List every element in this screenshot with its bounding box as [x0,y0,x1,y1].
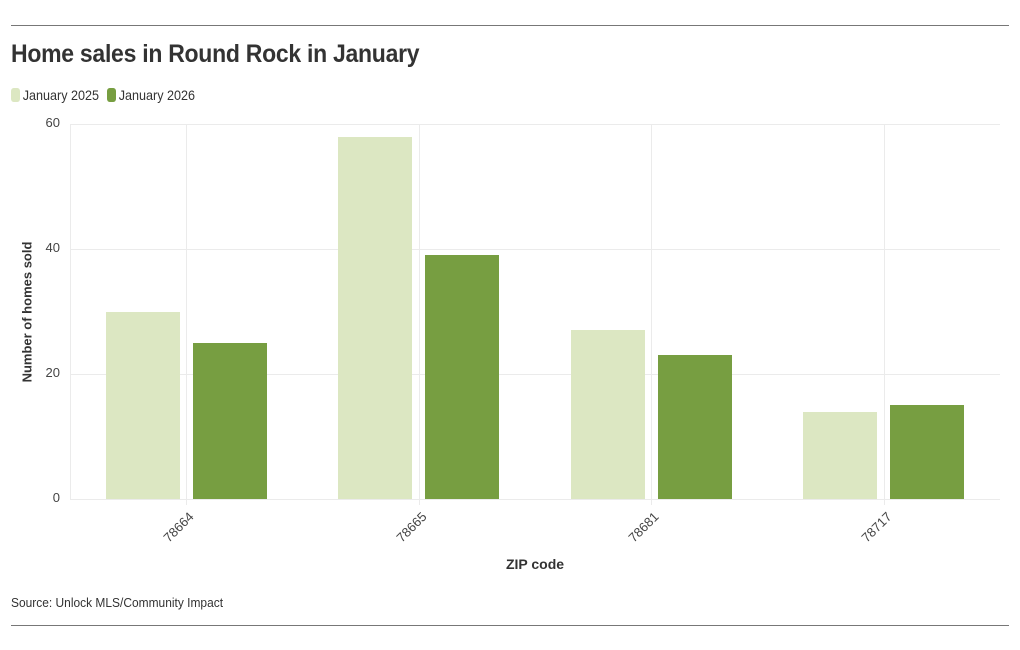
x-tick-label: 78681 [625,509,662,546]
y-tick-label: 60 [45,115,60,130]
bar-78717-january-2026[interactable] [890,405,965,499]
gridline-h [70,249,1000,250]
x-tick-label: 78664 [160,509,197,546]
gridline-v [651,124,653,505]
y-axis-label: Number of homes sold [19,241,35,383]
legend-swatch-jan-2026 [106,88,116,102]
bar-78664-january-2025[interactable] [105,311,180,499]
legend-label: January 2026 [118,87,195,103]
x-tick-label: 78665 [393,509,430,546]
bar-78717-january-2025[interactable] [803,411,878,499]
x-axis-label: ZIP code [505,556,565,572]
y-axis-line [70,124,71,499]
x-tick-label: 78717 [858,509,895,546]
chart-title: Home sales in Round Rock in January [11,40,420,68]
top-rule [11,25,1009,26]
bar-78664-january-2026[interactable] [192,342,267,499]
bar-78665-january-2026[interactable] [425,255,500,499]
legend-item-jan-2025[interactable]: January 2025 [11,87,99,103]
legend-swatch-jan-2025 [11,88,20,102]
y-tick-label: 20 [45,365,60,380]
legend: January 2025 January 2026 [11,87,195,103]
bar-78681-january-2025[interactable] [570,330,645,499]
y-tick-label: 40 [45,240,60,255]
gridline-v [186,124,188,505]
legend-item-jan-2026[interactable]: January 2026 [106,87,195,103]
bar-78665-january-2025[interactable] [338,136,413,499]
gridline-v [883,124,885,505]
gridline-h [70,374,1000,375]
gridline-v [418,124,420,505]
gridline-h [70,499,1000,500]
y-tick-label: 0 [52,490,60,505]
gridline-h [70,124,1000,125]
source-note: Source: Unlock MLS/Community Impact [11,595,224,610]
bar-78681-january-2026[interactable] [657,355,732,499]
bottom-rule [11,625,1009,626]
legend-label: January 2025 [22,87,100,103]
